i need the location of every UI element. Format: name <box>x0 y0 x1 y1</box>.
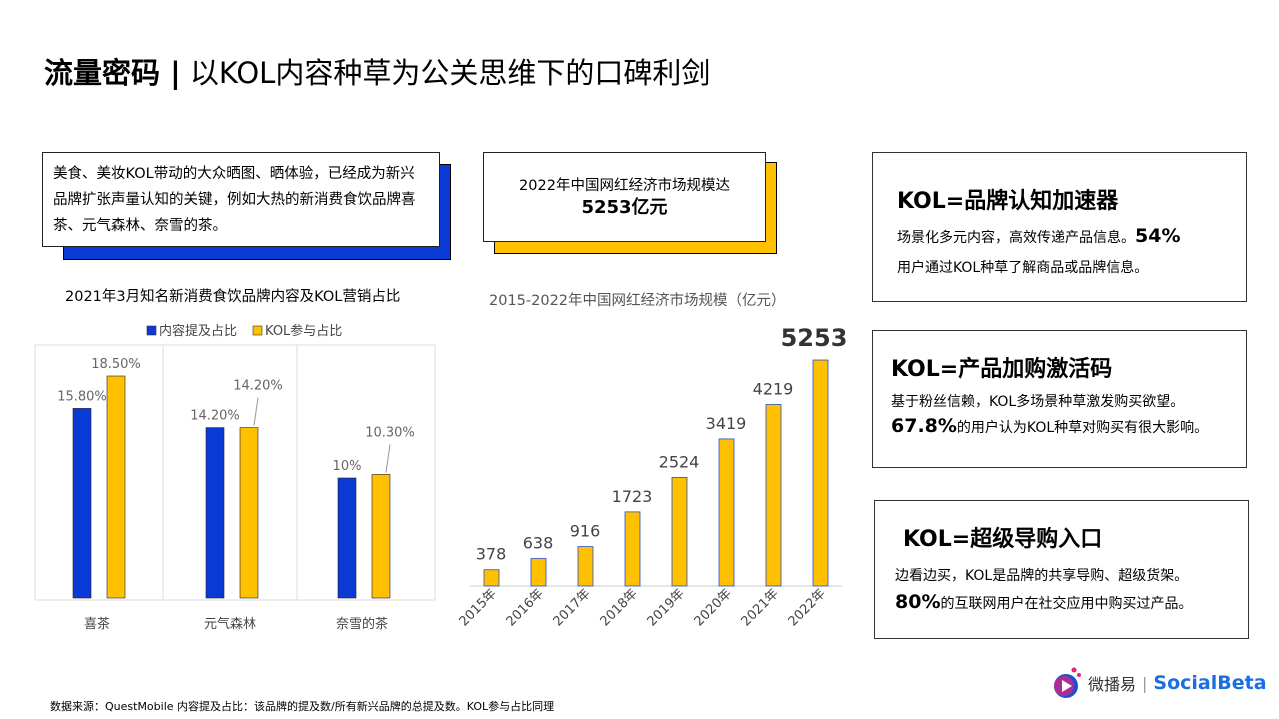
data-label: 2524 <box>659 452 700 471</box>
card-purchase-activation: KOL=产品加购激活码 基于粉丝信赖，KOL多场景种草激发购买欲望。 67.8%… <box>872 330 1247 468</box>
card-title: KOL=品牌认知加速器 <box>897 189 1119 214</box>
chart2-title: 2015-2022年中国网红经济市场规模（亿元） <box>489 293 786 309</box>
data-label: 5253 <box>781 324 848 352</box>
bar <box>765 404 782 587</box>
logo-icon <box>1054 667 1081 698</box>
card-stat: 67.8% <box>891 415 957 437</box>
legend-swatch <box>252 325 263 336</box>
x-tick-label: 2018年 <box>598 586 641 629</box>
bar <box>483 569 500 587</box>
bar <box>106 375 126 599</box>
data-label: 10.30% <box>365 425 415 440</box>
card-text: 的用户认为KOL种草对购买有很大影响。 <box>956 420 1209 436</box>
data-label: 1723 <box>612 487 653 506</box>
bar <box>624 511 641 587</box>
market-value: 5253亿元 <box>581 197 668 218</box>
data-label: 15.80% <box>57 389 107 404</box>
legend-label: KOL参与占比 <box>265 323 342 339</box>
intro-text: 美食、美妆KOL带动的大众晒图、晒体验，已经成为新兴品牌扩张声量认知的关键，例如… <box>53 166 416 234</box>
x-tick-label: 奈雪的茶 <box>336 616 388 632</box>
bar <box>530 558 547 587</box>
x-tick-label: 2021年 <box>739 586 782 629</box>
card-stat: 54% <box>1135 225 1181 247</box>
data-label: 10% <box>333 459 362 474</box>
legend-swatch <box>146 325 157 336</box>
bar <box>72 408 92 599</box>
card-text: 的互联网用户在社交应用中购买过产品。 <box>940 596 1193 612</box>
card-brand-awareness: KOL=品牌认知加速器 场景化多元内容，高效传递产品信息。54% 用户通过KOL… <box>872 152 1247 302</box>
data-label: 18.50% <box>91 357 141 372</box>
x-tick-label: 2017年 <box>551 586 594 629</box>
card-shopping-entry: KOL=超级导购入口 边看边买，KOL是品牌的共享导购、超级货架。 80%的互联… <box>874 500 1249 639</box>
intro-box: 美食、美妆KOL带动的大众晒图、晒体验，已经成为新兴品牌扩张声量认知的关键，例如… <box>42 152 440 247</box>
card-text: 场景化多元内容，高效传递产品信息。 <box>897 230 1135 246</box>
page-title: 流量密码 | 以KOL内容种草为公关思维下的口碑利剑 <box>44 56 711 90</box>
data-label: 14.20% <box>190 409 240 424</box>
bar <box>337 477 357 599</box>
x-tick-label: 2020年 <box>692 586 735 629</box>
plot-frame <box>34 344 436 601</box>
card-text: 边看边买，KOL是品牌的共享导购、超级货架。 <box>895 568 1189 584</box>
bar <box>718 438 735 587</box>
market-label: 2022年中国网红经济市场规模达 <box>519 178 730 194</box>
data-label: 4219 <box>753 380 794 399</box>
data-label: 14.20% <box>233 379 283 394</box>
x-tick-label: 元气森林 <box>204 616 256 632</box>
card-stat: 80% <box>895 591 941 613</box>
chart2: 378 2015年 638 2016年 916 2017年 1723 2018年 2524 201… <box>457 324 848 629</box>
card-text: 用户通过KOL种草了解商品或品牌信息。 <box>897 260 1149 276</box>
chart1-title: 2021年3月知名新消费食饮品牌内容及KOL营销占比 <box>65 289 401 305</box>
bar <box>371 474 391 599</box>
x-tick-label: 2016年 <box>504 586 547 629</box>
market-box: 2022年中国网红经济市场规模达 5253亿元 <box>483 152 766 242</box>
logo: 微播易 | SocialBeta <box>1052 666 1267 700</box>
card-title: KOL=产品加购激活码 <box>891 357 1113 382</box>
data-label: 638 <box>523 534 554 553</box>
bar <box>239 427 259 599</box>
data-label: 916 <box>570 522 601 541</box>
card-title: KOL=超级导购入口 <box>903 527 1103 552</box>
bar <box>812 359 829 587</box>
leader-line <box>253 397 259 426</box>
data-label: 3419 <box>706 414 747 433</box>
bar <box>671 477 688 587</box>
data-source-note: 数据来源：QuestMobile 内容提及占比：该品牌的提及数/所有新兴品牌的总… <box>50 700 555 713</box>
bar <box>205 427 225 599</box>
x-tick-label: 2019年 <box>645 586 688 629</box>
legend-label: 内容提及占比 <box>159 323 237 339</box>
data-label: 378 <box>476 545 507 564</box>
x-tick-label: 喜茶 <box>84 616 110 632</box>
logo-en: SocialBeta <box>1153 672 1267 694</box>
card-text: 基于粉丝信赖，KOL多场景种草激发购买欲望。 <box>891 394 1185 410</box>
leader-line <box>385 444 391 473</box>
logo-cn: 微播易 <box>1088 675 1137 694</box>
bar <box>577 546 594 587</box>
x-tick-label: 2015年 <box>457 586 500 629</box>
x-tick-label: 2022年 <box>786 586 829 629</box>
